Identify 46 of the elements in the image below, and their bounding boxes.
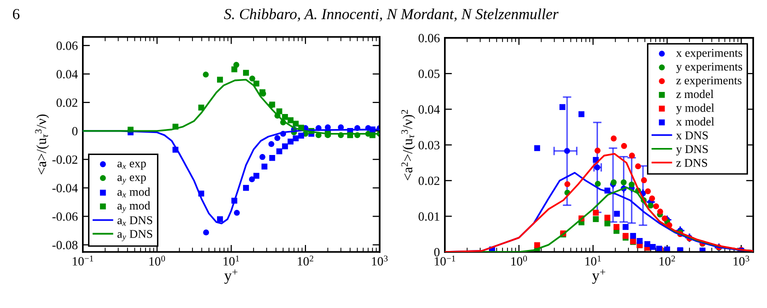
text: S. Chibbaro, A. Innocenti, N Mordant, N Stelzenmuller: [224, 8, 559, 22]
y-tick-label: -0.02: [52, 155, 78, 164]
legend-label: z experiments: [676, 76, 742, 87]
legend-label: a$_{x}$ exp: [117, 162, 146, 170]
y-tick-label: 0.06: [56, 42, 78, 50]
x-tick-label: 10$^{2}$: [660, 256, 675, 266]
y-tick-label: 0.01: [418, 212, 440, 221]
legend-label: a$_{x}$ mod: [117, 188, 150, 198]
y-tick-label: 0.05: [418, 70, 440, 78]
y-tick-label: 0.02: [56, 98, 78, 107]
y-tick-label: 0.04: [56, 70, 78, 78]
x-axis-title: y$^{+}$: [592, 270, 606, 284]
y-tick-label: 0: [434, 248, 440, 256]
legend-label: y experiments: [676, 62, 742, 74]
y-tick-label: 0.04: [418, 105, 440, 114]
x-axis-title: y$^{+}$: [224, 270, 238, 284]
legend-label: z DNS: [676, 158, 708, 167]
y-tick-label: 0.02: [418, 176, 440, 186]
legend-label: a$_{y}$ exp: [117, 175, 146, 184]
legend-label: x model: [676, 117, 714, 126]
x-tick-label: 10$^{2}$: [298, 256, 314, 266]
x-tick-label: 10$^{−1}$: [434, 256, 456, 266]
x-tick-label: 10$^{3}$: [734, 256, 750, 266]
legend-label: x experiments: [676, 48, 742, 60]
x-tick-label: 10$^{−1}$: [72, 256, 94, 266]
x-tick-label: 10$^{0}$: [149, 256, 165, 266]
x-tick-label: 10$^{1}$: [224, 256, 240, 266]
legend-label: z model: [676, 90, 714, 98]
y-tick-label: 0: [72, 126, 78, 136]
legend-label: y DNS: [676, 145, 708, 156]
x-tick-label: 10$^{0}$: [511, 256, 527, 266]
x-tick-label: 10$^{1}$: [585, 256, 601, 266]
legend-label: y model: [676, 104, 714, 114]
legend-label: a$_{x}$ DNS: [117, 216, 152, 226]
y-tick-label: 0.03: [418, 140, 440, 150]
y-tick-label: -0.06: [52, 212, 78, 221]
x-tick-label: 10$^{3}$: [372, 256, 388, 266]
y-tick-label: 0.06: [418, 34, 440, 42]
legend-label: x DNS: [676, 131, 708, 140]
y-tick-label: -0.04: [52, 184, 78, 192]
text: 6: [12, 8, 20, 20]
legend-label: a$_{y}$ mod: [117, 201, 150, 213]
y-axis-title: <a$^{2}$>/(u$_{τ}$$^{3}$/ν)$^{2}$: [401, 110, 416, 180]
y-axis-title: <a>/(u$_{τ}$$^{3}$/ν): [35, 114, 49, 174]
y-tick-label: -0.08: [52, 240, 78, 250]
legend-label: a$_{y}$ DNS: [117, 230, 152, 242]
